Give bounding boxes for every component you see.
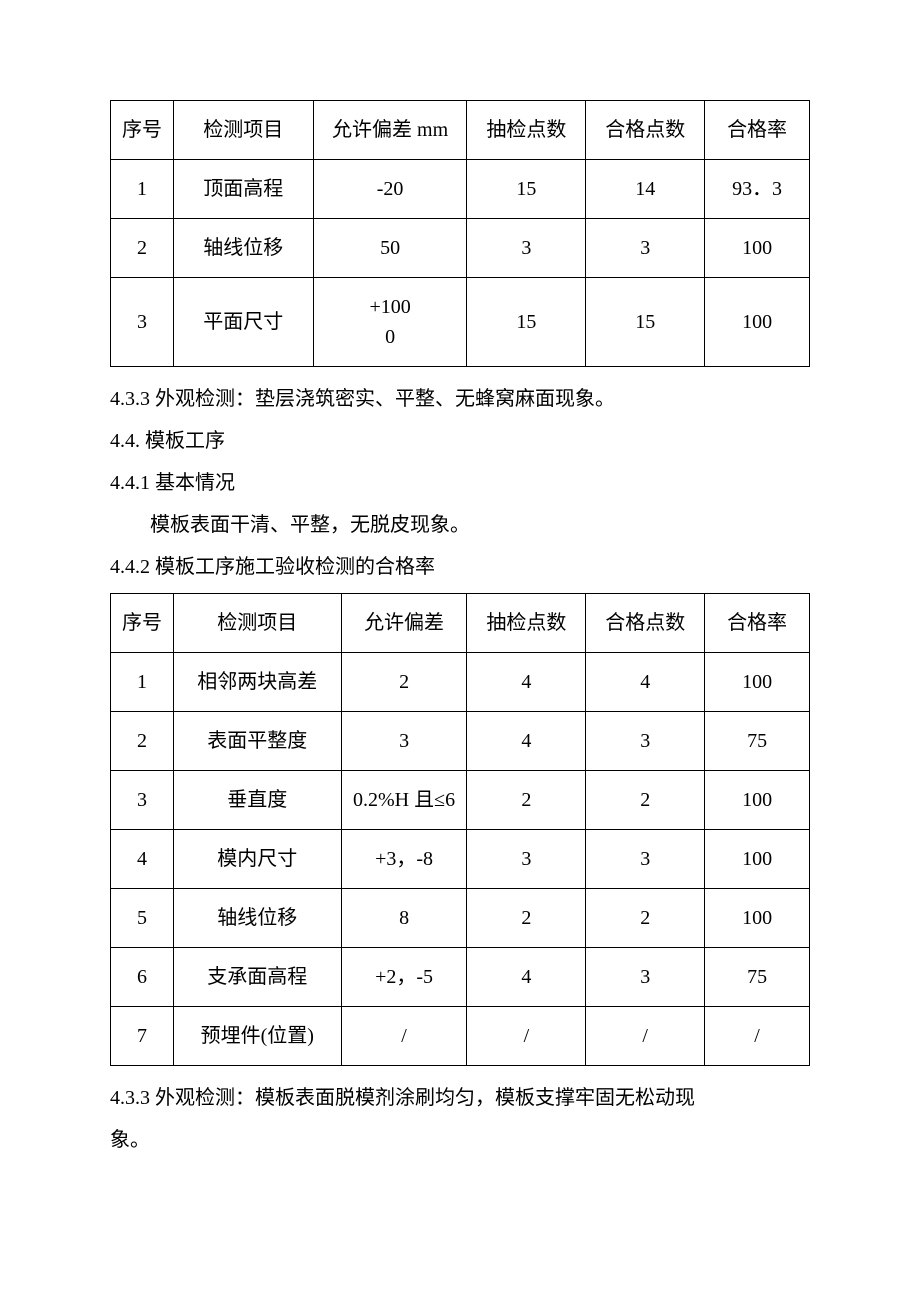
cell-check: 4 <box>467 653 586 712</box>
table-row: 4 模内尺寸 +3，-8 3 3 100 <box>111 830 810 889</box>
inspection-table-1: 序号 检测项目 允许偏差 mm 抽检点数 合格点数 合格率 1 顶面高程 -20… <box>110 100 810 367</box>
cell-tolerance: 3 <box>341 712 467 771</box>
cell-item: 表面平整度 <box>173 712 341 771</box>
cell-seq: 6 <box>111 948 174 1007</box>
cell-tolerance: 50 <box>313 219 467 278</box>
cell-item: 轴线位移 <box>173 219 313 278</box>
table-header-row: 序号 检测项目 允许偏差 抽检点数 合格点数 合格率 <box>111 594 810 653</box>
header-tolerance: 允许偏差 mm <box>313 101 467 160</box>
cell-tolerance: -20 <box>313 160 467 219</box>
cell-check: 4 <box>467 712 586 771</box>
cell-check: 3 <box>467 830 586 889</box>
cell-pass: / <box>586 1007 705 1066</box>
cell-rate: 75 <box>705 948 810 1007</box>
cell-seq: 7 <box>111 1007 174 1066</box>
header-check-points: 抽检点数 <box>467 101 586 160</box>
cell-check: 4 <box>467 948 586 1007</box>
cell-tolerance: 2 <box>341 653 467 712</box>
cell-seq: 3 <box>111 278 174 367</box>
cell-item: 垂直度 <box>173 771 341 830</box>
header-item: 检测项目 <box>173 101 313 160</box>
cell-seq: 3 <box>111 771 174 830</box>
cell-pass: 15 <box>586 278 705 367</box>
table-row: 2 轴线位移 50 3 3 100 <box>111 219 810 278</box>
cell-item: 轴线位移 <box>173 889 341 948</box>
cell-seq: 1 <box>111 653 174 712</box>
table-header-row: 序号 检测项目 允许偏差 mm 抽检点数 合格点数 合格率 <box>111 101 810 160</box>
header-tolerance: 允许偏差 <box>341 594 467 653</box>
cell-rate: 93．3 <box>705 160 810 219</box>
header-item: 检测项目 <box>173 594 341 653</box>
cell-tolerance: +1000 <box>313 278 467 367</box>
inspection-table-2: 序号 检测项目 允许偏差 抽检点数 合格点数 合格率 1 相邻两块高差 2 4 … <box>110 593 810 1066</box>
table-row: 3 平面尺寸 +1000 15 15 100 <box>111 278 810 367</box>
header-pass-points: 合格点数 <box>586 101 705 160</box>
cell-pass: 2 <box>586 889 705 948</box>
header-seq: 序号 <box>111 101 174 160</box>
cell-rate: 100 <box>705 889 810 948</box>
cell-tolerance: 8 <box>341 889 467 948</box>
table-row: 1 顶面高程 -20 15 14 93．3 <box>111 160 810 219</box>
cell-rate: 75 <box>705 712 810 771</box>
cell-check: 2 <box>467 771 586 830</box>
header-check-points: 抽检点数 <box>467 594 586 653</box>
cell-pass: 2 <box>586 771 705 830</box>
cell-item: 顶面高程 <box>173 160 313 219</box>
cell-rate: 100 <box>705 219 810 278</box>
cell-item: 相邻两块高差 <box>173 653 341 712</box>
cell-rate: / <box>705 1007 810 1066</box>
table-row: 6 支承面高程 +2，-5 4 3 75 <box>111 948 810 1007</box>
cell-seq: 4 <box>111 830 174 889</box>
paragraph-441: 4.4.1 基本情况 <box>110 463 810 503</box>
table-row: 1 相邻两块高差 2 4 4 100 <box>111 653 810 712</box>
cell-pass: 14 <box>586 160 705 219</box>
cell-tolerance: +2，-5 <box>341 948 467 1007</box>
paragraph-44: 4.4. 模板工序 <box>110 421 810 461</box>
header-pass-rate: 合格率 <box>705 594 810 653</box>
cell-seq: 1 <box>111 160 174 219</box>
cell-pass: 4 <box>586 653 705 712</box>
cell-rate: 100 <box>705 771 810 830</box>
cell-check: 15 <box>467 160 586 219</box>
paragraph-433b-line2: 象。 <box>110 1120 810 1160</box>
cell-tolerance: / <box>341 1007 467 1066</box>
paragraph-442: 4.4.2 模板工序施工验收检测的合格率 <box>110 547 810 587</box>
cell-pass: 3 <box>586 712 705 771</box>
table-row: 5 轴线位移 8 2 2 100 <box>111 889 810 948</box>
paragraph-441-body: 模板表面干清、平整，无脱皮现象。 <box>110 505 810 545</box>
header-seq: 序号 <box>111 594 174 653</box>
paragraph-433b-line1: 4.3.3 外观检测：模板表面脱模剂涂刷均匀，模板支撑牢固无松动现 <box>110 1078 810 1118</box>
cell-seq: 2 <box>111 219 174 278</box>
cell-check: 3 <box>467 219 586 278</box>
header-pass-rate: 合格率 <box>705 101 810 160</box>
cell-rate: 100 <box>705 278 810 367</box>
cell-seq: 5 <box>111 889 174 948</box>
cell-tolerance: +3，-8 <box>341 830 467 889</box>
cell-pass: 3 <box>586 948 705 1007</box>
cell-pass: 3 <box>586 219 705 278</box>
cell-item: 预埋件(位置) <box>173 1007 341 1066</box>
table-row: 7 预埋件(位置) / / / / <box>111 1007 810 1066</box>
cell-item: 模内尺寸 <box>173 830 341 889</box>
cell-check: 2 <box>467 889 586 948</box>
cell-check: / <box>467 1007 586 1066</box>
cell-tolerance: 0.2%H 且≤6 <box>341 771 467 830</box>
cell-item: 支承面高程 <box>173 948 341 1007</box>
cell-rate: 100 <box>705 830 810 889</box>
cell-item: 平面尺寸 <box>173 278 313 367</box>
header-pass-points: 合格点数 <box>586 594 705 653</box>
table-row: 3 垂直度 0.2%H 且≤6 2 2 100 <box>111 771 810 830</box>
cell-rate: 100 <box>705 653 810 712</box>
cell-check: 15 <box>467 278 586 367</box>
cell-pass: 3 <box>586 830 705 889</box>
table-row: 2 表面平整度 3 4 3 75 <box>111 712 810 771</box>
paragraph-433: 4.3.3 外观检测：垫层浇筑密实、平整、无蜂窝麻面现象。 <box>110 379 810 419</box>
cell-seq: 2 <box>111 712 174 771</box>
